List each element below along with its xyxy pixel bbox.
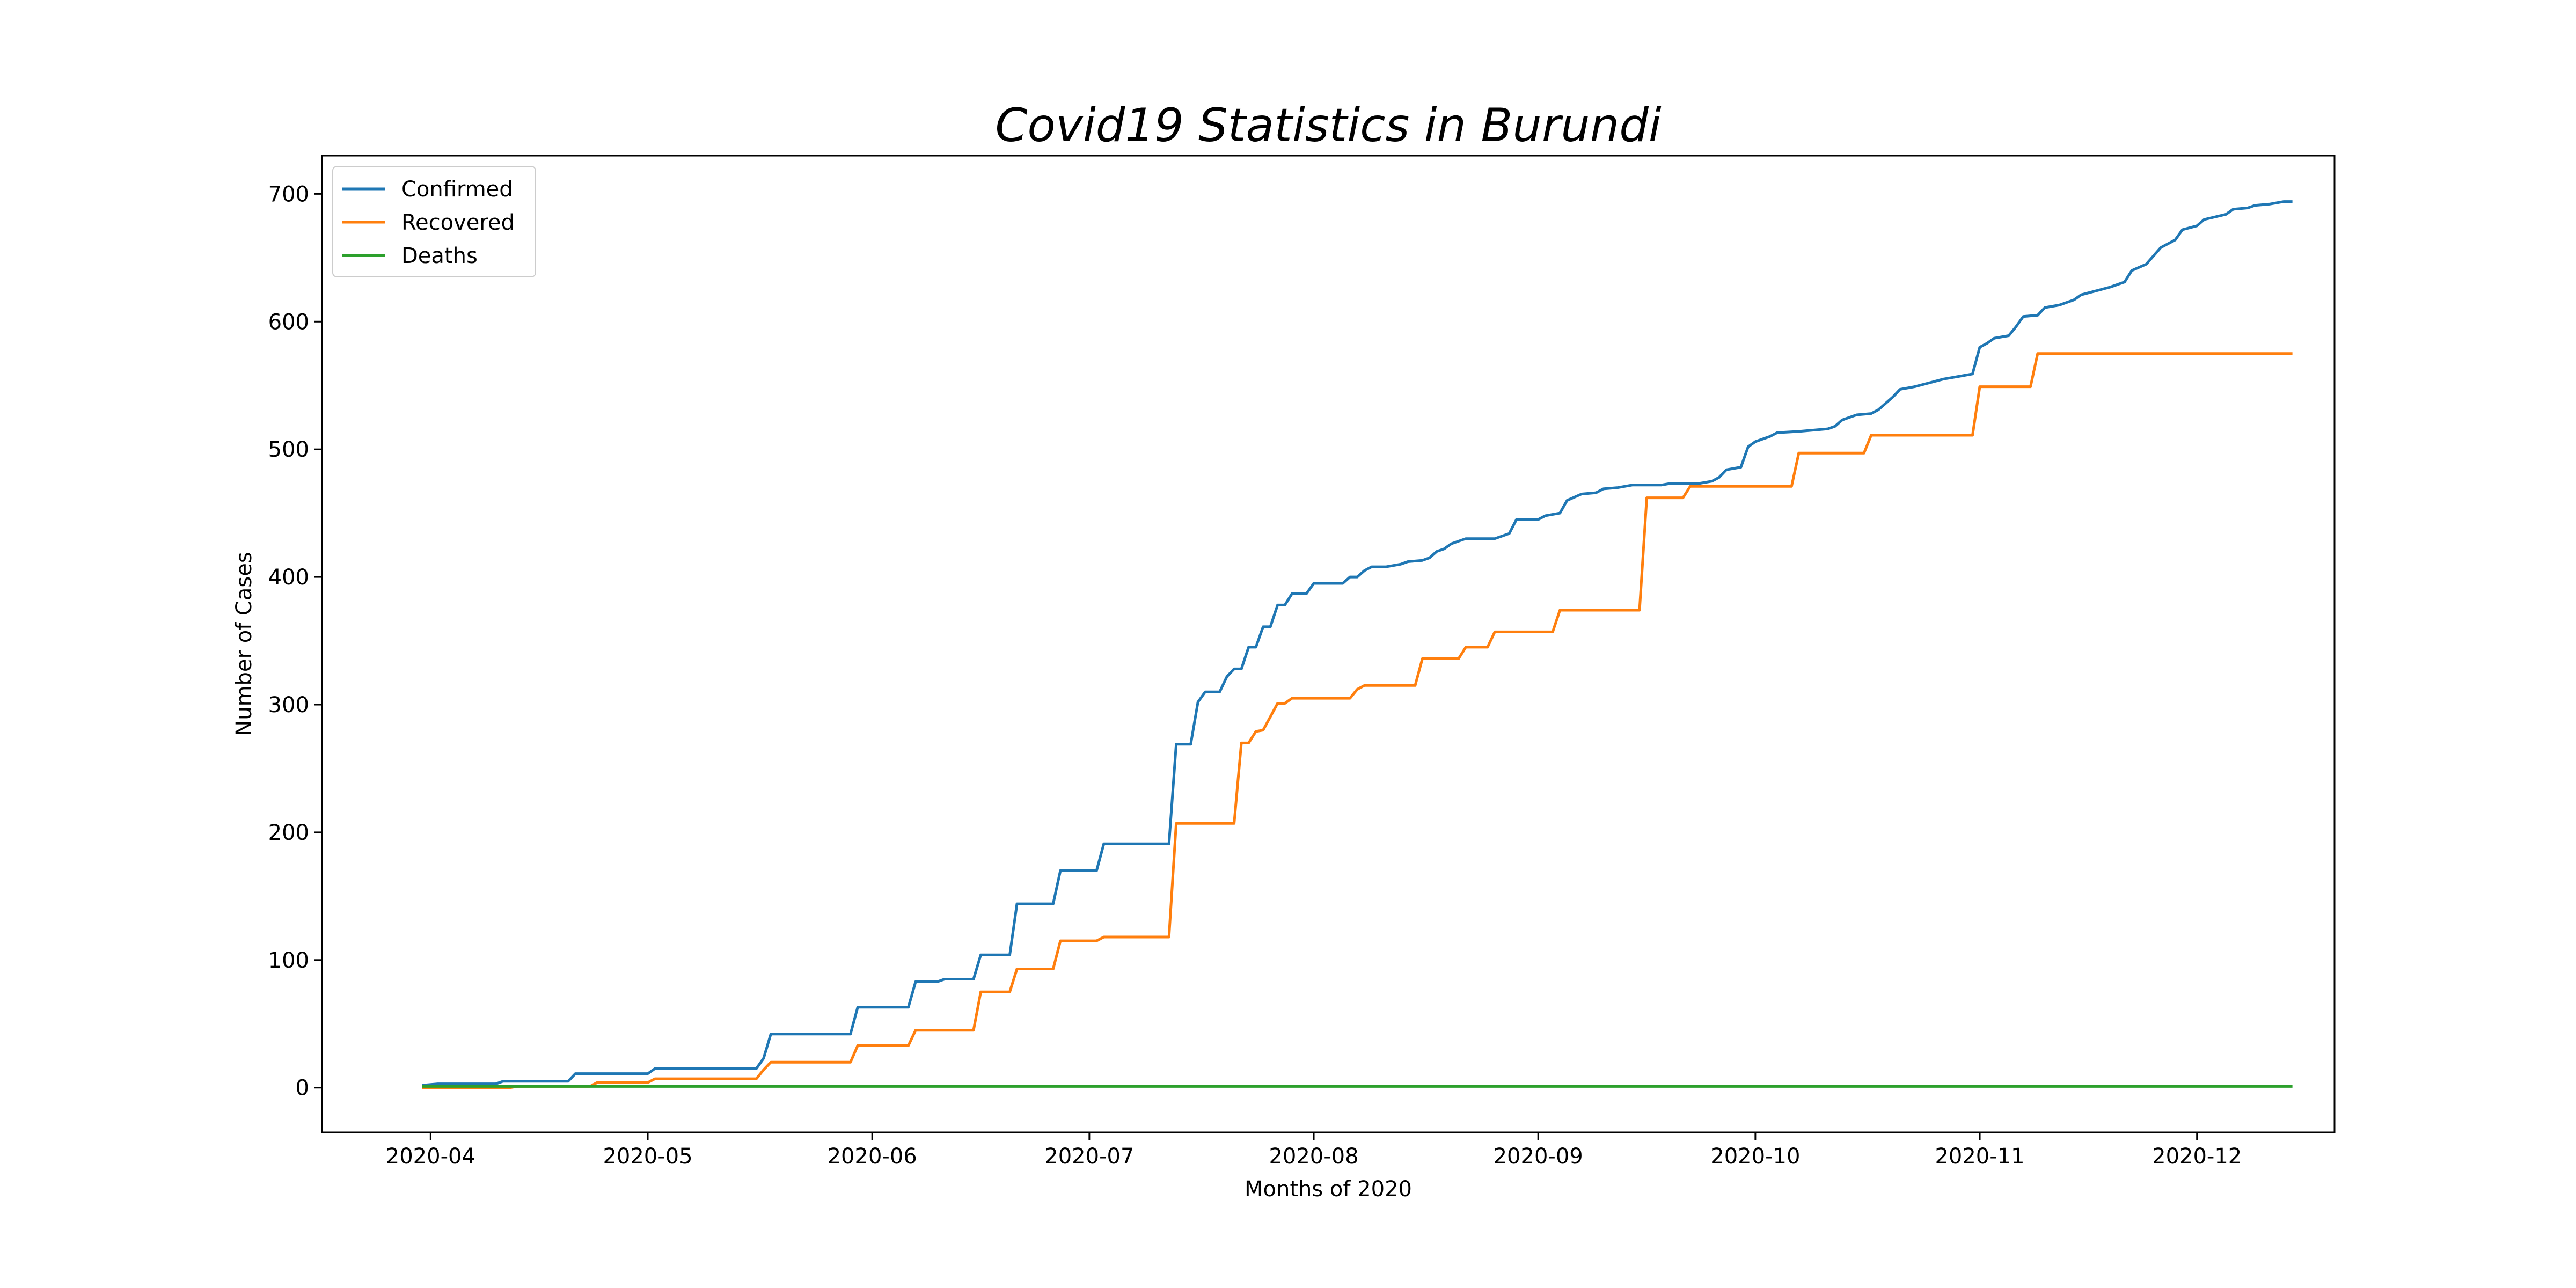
x-tick-label: 2020-08 (1269, 1144, 1358, 1169)
x-tick-label: 2020-11 (1935, 1144, 2024, 1169)
x-tick-label: 2020-10 (1710, 1144, 1800, 1169)
x-tick-label: 2020-05 (603, 1144, 692, 1169)
y-tick-label: 100 (268, 948, 309, 973)
chart-title: Covid19 Statistics in Burundi (995, 99, 1661, 152)
x-axis: 2020-04 2020-05 2020-06 2020-07 2020-08 2020-… (386, 1132, 2242, 1169)
y-tick-label: 0 (296, 1076, 309, 1101)
legend-label-recovered: Recovered (401, 210, 515, 235)
y-tick-label: 700 (268, 182, 309, 207)
x-axis-label: Months of 2020 (1245, 1177, 1412, 1202)
y-tick-label: 200 (268, 821, 309, 845)
legend-label-confirmed: Confirmed (401, 177, 513, 202)
y-axis: 0 100 200 300 400 500 600 700 (268, 182, 322, 1101)
x-tick-label: 2020-12 (2152, 1144, 2242, 1169)
legend-label-deaths: Deaths (401, 244, 478, 268)
legend-box (332, 166, 536, 277)
x-tick-label: 2020-04 (386, 1144, 475, 1169)
y-tick-label: 500 (268, 437, 309, 462)
y-tick-label: 300 (268, 693, 309, 718)
y-tick-label: 600 (268, 310, 309, 334)
series-layer (422, 200, 2293, 1089)
series-line-recovered (422, 352, 2293, 1089)
y-axis-label: Number of Cases (232, 552, 257, 736)
x-tick-label: 2020-09 (1494, 1144, 1583, 1169)
plot-frame (321, 155, 2336, 1133)
series-line-confirmed (422, 200, 2293, 1087)
x-tick-label: 2020-07 (1044, 1144, 1134, 1169)
legend: Confirmed Recovered Deaths (332, 166, 536, 277)
x-tick-label: 2020-06 (828, 1144, 917, 1169)
y-tick-label: 400 (268, 565, 309, 590)
plot-area (321, 155, 2336, 1133)
